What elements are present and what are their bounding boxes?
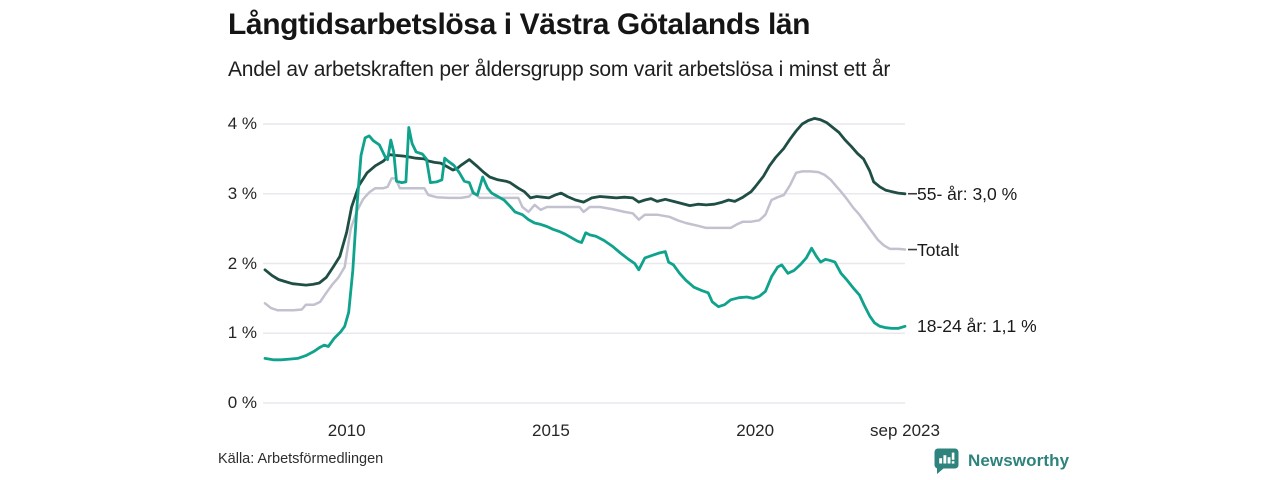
y-tick-label: 3 % [227, 183, 257, 203]
newsworthy-logo: Newsworthy [933, 447, 1069, 475]
series-label-55-r: 55- år: 3,0 % [917, 183, 1018, 204]
newsworthy-logo-text: Newsworthy [968, 451, 1070, 470]
x-tick-label: sep 2023 [870, 421, 940, 440]
chart-title: Långtidsarbetslösa i Västra Götalands lä… [228, 8, 811, 41]
y-tick-label: 4 % [227, 114, 257, 133]
newsworthy-logo-icon [934, 448, 959, 474]
x-tick-label: 2020 [736, 421, 775, 440]
series-line-18-24-r [263, 126, 907, 362]
y-tick-label: 0 % [227, 393, 257, 412]
series-line-55-r [263, 117, 907, 287]
series-line-totalt [263, 170, 907, 312]
series-label-18-24-r: 18-24 år: 1,1 % [917, 316, 1037, 337]
y-tick-label: 2 % [227, 253, 257, 273]
x-tick-label: 2015 [532, 421, 570, 440]
x-tick-label: 2010 [327, 421, 366, 440]
chart-subtitle: Andel av arbetskraften per åldersgrupp s… [228, 58, 891, 81]
y-tick-label: 1 % [227, 323, 257, 343]
series-label-totalt: Totalt [917, 239, 959, 260]
source-label: Källa: Arbetsförmedlingen [218, 451, 384, 467]
